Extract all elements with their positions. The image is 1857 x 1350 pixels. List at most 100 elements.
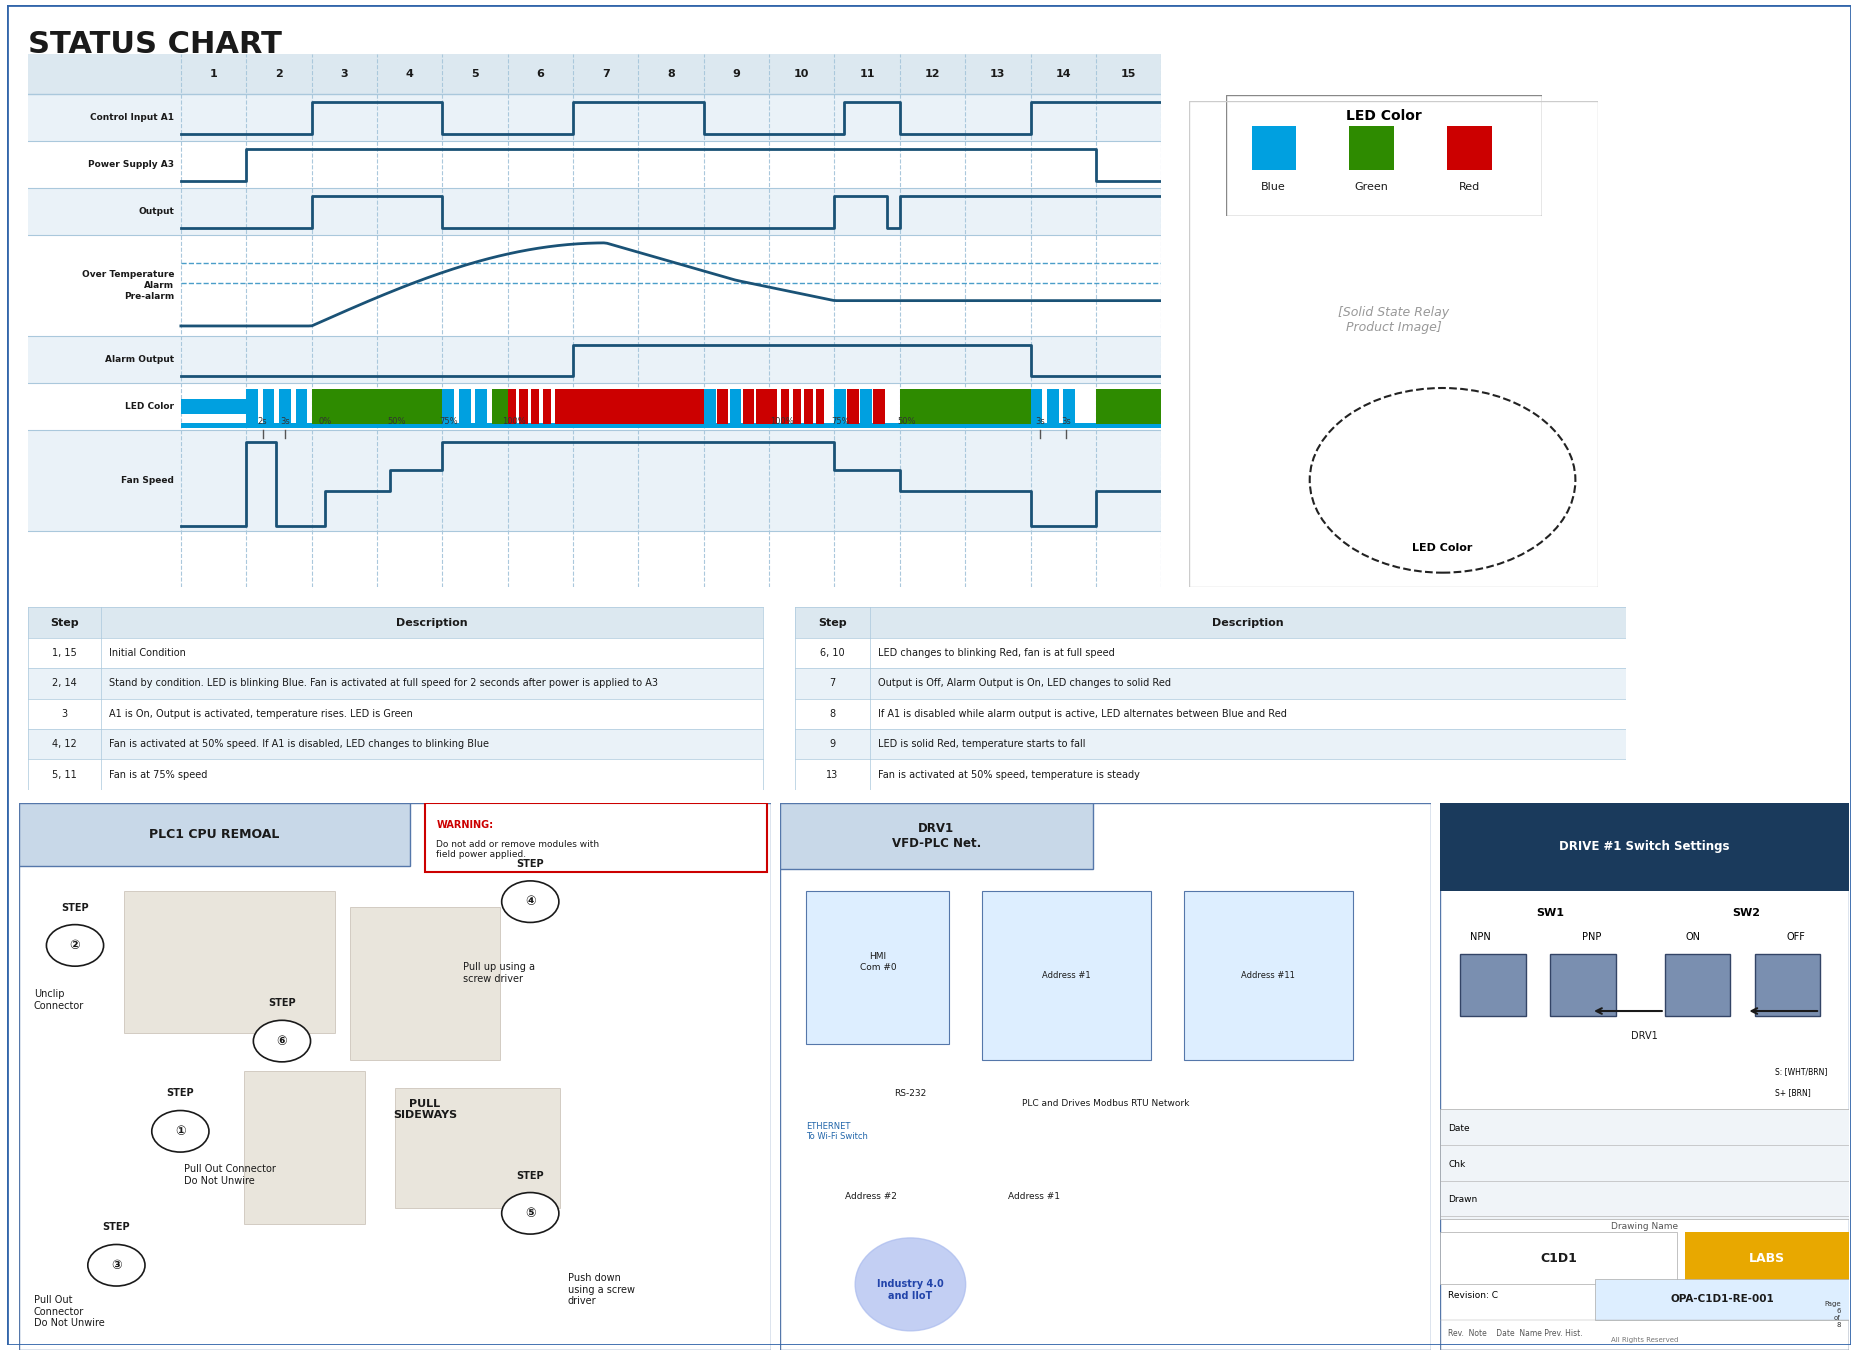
- Bar: [124, 891, 334, 1033]
- Bar: [475, 389, 487, 424]
- Text: 11: 11: [860, 69, 875, 80]
- Bar: [756, 389, 769, 424]
- Text: 3: 3: [61, 709, 67, 718]
- Text: PLC and Drives Modbus RTU Network: PLC and Drives Modbus RTU Network: [1021, 1099, 1188, 1108]
- Bar: [1753, 953, 1820, 1017]
- Bar: [795, 637, 1625, 668]
- Text: Fan is activated at 50% speed. If A1 is disabled, LED changes to blinking Blue: Fan is activated at 50% speed. If A1 is …: [110, 740, 488, 749]
- Text: 3s: 3s: [1034, 417, 1045, 425]
- Text: ③: ③: [111, 1258, 123, 1272]
- Text: 6: 6: [537, 69, 544, 80]
- Text: 8: 8: [667, 69, 674, 80]
- Bar: [555, 389, 563, 424]
- Bar: [1047, 389, 1058, 424]
- Text: C1D1: C1D1: [1539, 1253, 1577, 1265]
- Text: Drawing Name: Drawing Name: [1610, 1223, 1677, 1231]
- Bar: [1684, 1233, 1848, 1284]
- Text: 15: 15: [1120, 69, 1136, 80]
- Text: 50%: 50%: [897, 417, 916, 425]
- Bar: [180, 400, 247, 413]
- Text: Date: Date: [1447, 1125, 1469, 1133]
- Bar: [542, 389, 552, 424]
- Text: Step: Step: [817, 618, 847, 628]
- Text: Description: Description: [396, 618, 468, 628]
- Text: ①: ①: [175, 1125, 186, 1138]
- Circle shape: [152, 1111, 208, 1152]
- Text: 4, 12: 4, 12: [52, 740, 76, 749]
- Text: 2, 14: 2, 14: [52, 679, 76, 688]
- Bar: [28, 336, 1161, 383]
- Bar: [180, 423, 1161, 428]
- Bar: [1183, 891, 1352, 1060]
- Bar: [1439, 1110, 1848, 1219]
- Bar: [394, 1088, 561, 1208]
- Text: 0%: 0%: [318, 417, 331, 425]
- Bar: [847, 389, 858, 424]
- Text: PNP: PNP: [1580, 933, 1601, 942]
- Text: Fan Speed: Fan Speed: [121, 477, 175, 485]
- Bar: [555, 389, 572, 424]
- Bar: [531, 389, 539, 424]
- Text: 6, 10: 6, 10: [819, 648, 845, 657]
- Text: S: [WHT/BRN]: S: [WHT/BRN]: [1773, 1066, 1827, 1076]
- Text: 8: 8: [828, 709, 836, 718]
- Text: Address #2: Address #2: [845, 1192, 897, 1202]
- Text: LED is solid Red, temperature starts to fall: LED is solid Red, temperature starts to …: [877, 740, 1084, 749]
- Bar: [28, 729, 763, 759]
- Text: Pull Out Connector
Do Not Unwire: Pull Out Connector Do Not Unwire: [184, 1164, 277, 1185]
- Bar: [860, 389, 871, 424]
- Text: Rev.  Note    Date  Name Prev. Hist.: Rev. Note Date Name Prev. Hist.: [1447, 1330, 1582, 1338]
- Text: ON: ON: [1684, 933, 1699, 942]
- Text: Chk: Chk: [1447, 1160, 1465, 1169]
- Bar: [980, 891, 1151, 1060]
- Bar: [279, 389, 292, 424]
- Bar: [507, 389, 516, 424]
- Text: ⑤: ⑤: [526, 1207, 535, 1220]
- Text: 75%: 75%: [440, 417, 459, 425]
- Bar: [1595, 1278, 1848, 1320]
- Text: 9: 9: [732, 69, 739, 80]
- Bar: [743, 389, 754, 424]
- Text: PULL
SIDEWAYS: PULL SIDEWAYS: [392, 1099, 457, 1120]
- Bar: [19, 803, 410, 867]
- Text: 75%: 75%: [832, 417, 851, 425]
- Bar: [704, 389, 715, 424]
- Bar: [815, 389, 825, 424]
- Bar: [730, 389, 741, 424]
- Text: [Solid State Relay
Product Image]: [Solid State Relay Product Image]: [1337, 306, 1448, 333]
- Text: Step: Step: [50, 618, 78, 628]
- Text: ETHERNET
To Wi-Fi Switch: ETHERNET To Wi-Fi Switch: [806, 1122, 867, 1141]
- Text: A1 is On, Output is activated, temperature rises. LED is Green: A1 is On, Output is activated, temperatu…: [110, 709, 412, 718]
- Text: LED Color: LED Color: [1346, 109, 1421, 123]
- Text: Revision: C: Revision: C: [1447, 1291, 1497, 1300]
- Text: Unclip
Connector: Unclip Connector: [33, 990, 84, 1011]
- Text: RS-232: RS-232: [893, 1088, 927, 1098]
- Bar: [28, 637, 763, 668]
- Text: 10: 10: [793, 69, 810, 80]
- Text: STEP: STEP: [516, 1170, 544, 1180]
- Bar: [1439, 1320, 1848, 1350]
- Text: ②: ②: [71, 938, 80, 952]
- Text: Address #1: Address #1: [1042, 971, 1090, 980]
- Bar: [1062, 389, 1075, 424]
- Bar: [834, 389, 845, 424]
- Bar: [1447, 126, 1491, 170]
- Text: PLC1 CPU REMOAL: PLC1 CPU REMOAL: [149, 829, 279, 841]
- Text: 50%: 50%: [386, 417, 405, 425]
- Text: Fan is activated at 50% speed, temperature is steady: Fan is activated at 50% speed, temperatu…: [877, 769, 1138, 779]
- Bar: [1252, 126, 1294, 170]
- Text: 7: 7: [828, 679, 836, 688]
- Text: 9: 9: [828, 740, 836, 749]
- Bar: [28, 668, 763, 699]
- Bar: [1439, 1233, 1677, 1284]
- Bar: [793, 389, 800, 424]
- Bar: [572, 389, 704, 424]
- Circle shape: [501, 1192, 559, 1234]
- Bar: [780, 803, 1092, 869]
- Bar: [28, 54, 1161, 94]
- Bar: [780, 389, 789, 424]
- Text: Do not add or remove modules with
field power applied.: Do not add or remove modules with field …: [436, 840, 600, 860]
- Bar: [804, 389, 812, 424]
- Bar: [806, 891, 949, 1044]
- Text: Pull up using a
screw driver: Pull up using a screw driver: [462, 963, 535, 984]
